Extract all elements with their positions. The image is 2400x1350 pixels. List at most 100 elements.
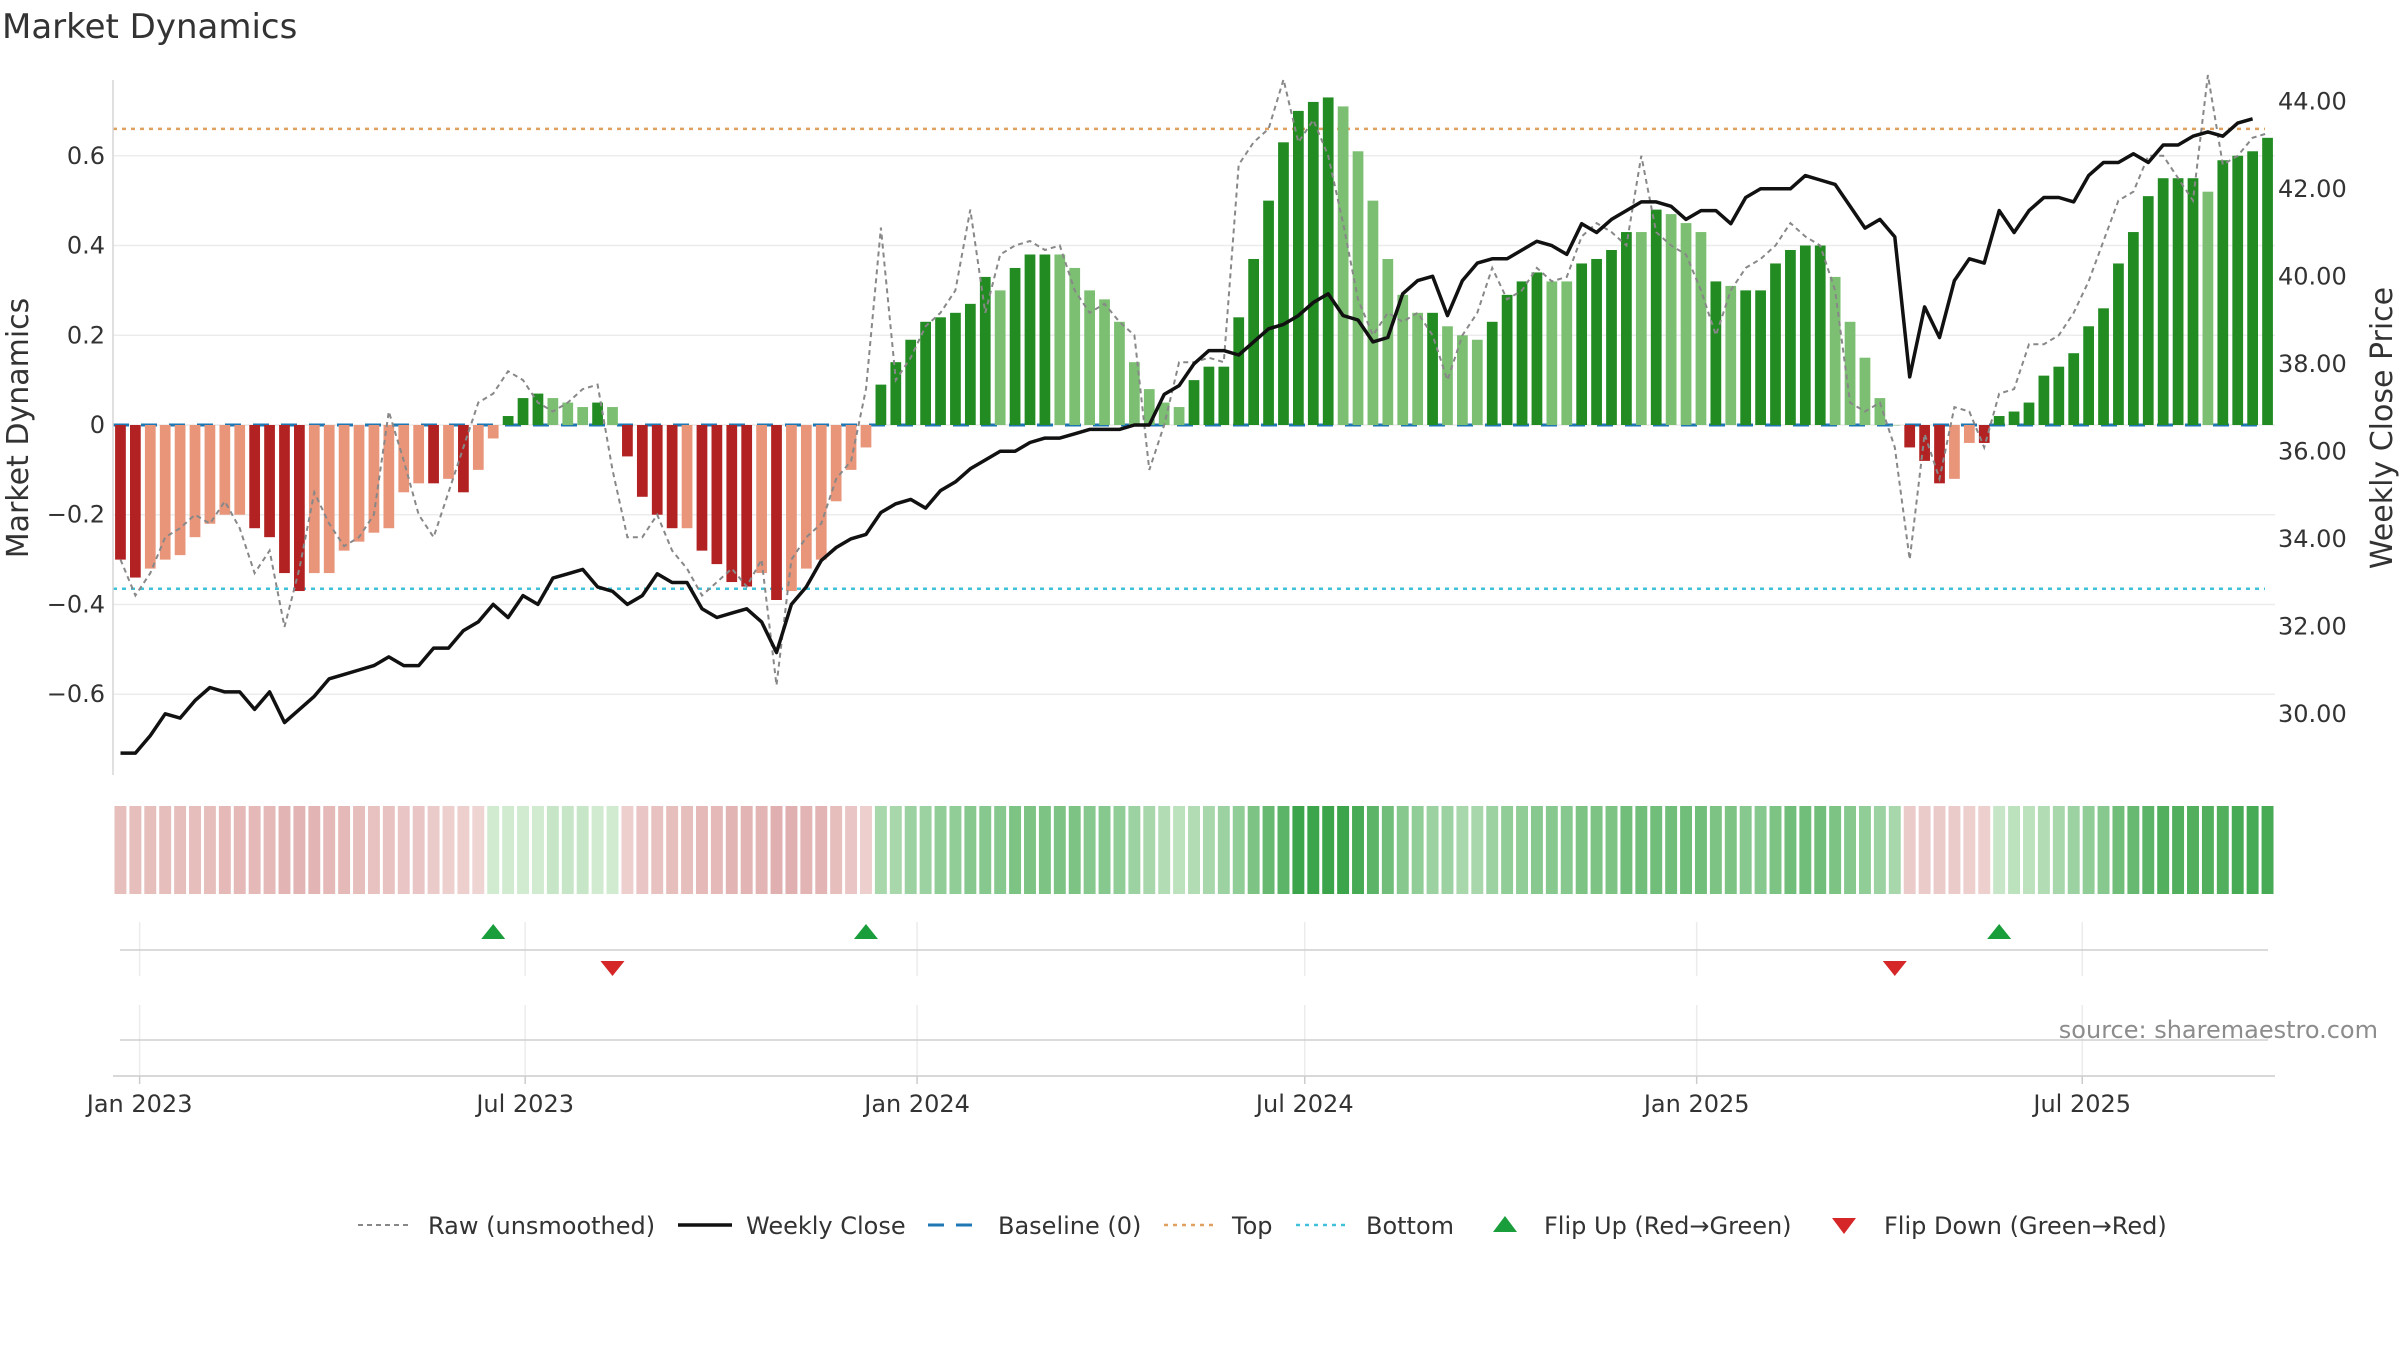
- dynamics-bar: [2083, 326, 2094, 425]
- heat-cell: [651, 806, 664, 894]
- heat-cell: [994, 806, 1007, 894]
- heat-cell: [293, 806, 306, 894]
- dynamics-bars: [115, 97, 2273, 600]
- heat-cell: [964, 806, 977, 894]
- heat-cell: [1471, 806, 1484, 894]
- heat-cell: [442, 806, 455, 894]
- heat-cell: [2112, 806, 2125, 894]
- heat-cell: [278, 806, 291, 894]
- legend-label-raw: Raw (unsmoothed): [428, 1212, 655, 1240]
- dynamics-bar: [726, 425, 738, 583]
- dynamics-bar: [979, 276, 991, 425]
- dynamics-bar: [1397, 294, 1409, 425]
- y-right-tick-label: 42.00: [2278, 175, 2347, 203]
- dynamics-bar: [800, 425, 812, 569]
- y-left-tick-label: 0.6: [67, 142, 105, 170]
- dynamics-bar: [592, 402, 603, 425]
- heat-cell: [2157, 806, 2170, 894]
- dynamics-bar: [1084, 290, 1095, 425]
- dynamics-bar: [1606, 250, 1617, 425]
- dynamics-bar: [830, 425, 842, 502]
- dynamics-bar: [711, 425, 723, 565]
- heat-cell: [1366, 806, 1379, 894]
- heat-cell: [263, 806, 276, 894]
- x-tick-label: Jan 2023: [85, 1090, 193, 1118]
- dynamics-bar: [2247, 151, 2259, 425]
- dynamics-bar: [308, 425, 320, 574]
- dynamics-bar: [2127, 232, 2139, 425]
- heat-cell: [1188, 806, 1200, 894]
- heat-cell: [860, 806, 872, 894]
- dynamics-bar: [1904, 425, 1916, 448]
- y-right-tick-label: 36.00: [2278, 437, 2347, 465]
- dynamics-bar: [1889, 425, 1901, 426]
- heat-cell: [1933, 806, 1946, 894]
- heat-cell: [427, 806, 440, 894]
- heat-cell: [1247, 806, 1260, 894]
- dynamics-bar: [144, 425, 156, 569]
- heat-cell: [159, 806, 172, 894]
- heat-cell: [1590, 806, 1603, 894]
- dynamics-bar: [517, 398, 529, 425]
- dynamics-bar: [2232, 155, 2244, 425]
- heat-cell: [710, 806, 723, 894]
- dynamics-bar: [1949, 425, 1960, 479]
- dynamics-bar: [577, 407, 589, 425]
- dynamics-bar: [1293, 110, 1304, 426]
- legend-label-bottom: Bottom: [1366, 1212, 1454, 1240]
- dynamics-bar: [950, 312, 961, 425]
- heat-cell: [233, 806, 246, 894]
- heat-cell: [338, 806, 351, 894]
- dynamics-bar: [428, 425, 439, 484]
- heat-cell: [770, 806, 783, 894]
- heat-cell: [1411, 806, 1424, 894]
- y-left-tick-label: −0.2: [47, 501, 105, 529]
- heat-cell: [2142, 806, 2155, 894]
- heat-cell: [621, 806, 634, 894]
- empty-bottom-panel: [120, 1005, 2268, 1075]
- dynamics-bar: [1069, 267, 1081, 425]
- heat-cell: [1545, 806, 1558, 894]
- heat-cell: [2261, 806, 2274, 894]
- heat-cell: [1337, 806, 1350, 894]
- heat-cell: [755, 806, 768, 894]
- heat-cell: [1307, 806, 1320, 894]
- dynamics-bar: [1039, 254, 1051, 425]
- heat-cell: [919, 806, 932, 894]
- heat-cell: [1829, 806, 1842, 894]
- dynamics-bar: [532, 393, 544, 425]
- y-axis-left-title: Market Dynamics: [1, 298, 36, 559]
- y-left-tick-label: 0: [90, 411, 105, 439]
- dynamics-bar: [159, 425, 171, 560]
- dynamics-bar: [472, 425, 484, 470]
- dynamics-bar: [1128, 362, 1140, 425]
- flip-down-marker: [1882, 961, 1907, 976]
- dynamics-bar: [1307, 101, 1319, 426]
- heat-cell: [1381, 806, 1394, 894]
- dynamics-bar: [1516, 281, 1528, 425]
- heat-cell: [1143, 806, 1156, 894]
- dynamics-bar: [1233, 317, 1245, 425]
- y-right-tick-label: 32.00: [2278, 612, 2347, 640]
- dynamics-bar: [383, 425, 395, 529]
- dynamics-bar: [1337, 106, 1349, 425]
- legend-swatch-flip-down: [1832, 1218, 1856, 1234]
- dynamics-bar: [1158, 402, 1170, 425]
- heat-cell: [1575, 806, 1588, 894]
- dynamics-bar: [1203, 366, 1215, 425]
- heat-cell: [1978, 806, 1991, 894]
- heat-cell: [472, 806, 485, 894]
- dynamics-bar: [2113, 263, 2124, 425]
- dynamics-bar: [1755, 290, 1766, 425]
- dynamics-bar: [1635, 232, 1647, 425]
- heat-cell: [546, 806, 559, 894]
- dynamics-bar: [622, 425, 633, 457]
- heat-cell: [1993, 806, 2006, 894]
- dynamics-bar: [1978, 425, 1990, 443]
- heat-cell: [1650, 806, 1663, 894]
- y-right-tick-label: 34.00: [2278, 525, 2347, 553]
- heat-cell: [1635, 806, 1648, 894]
- dynamics-bar: [368, 425, 380, 533]
- heat-cell: [695, 806, 708, 894]
- legend-label-flip_up: Flip Up (Red→Green): [1544, 1212, 1792, 1240]
